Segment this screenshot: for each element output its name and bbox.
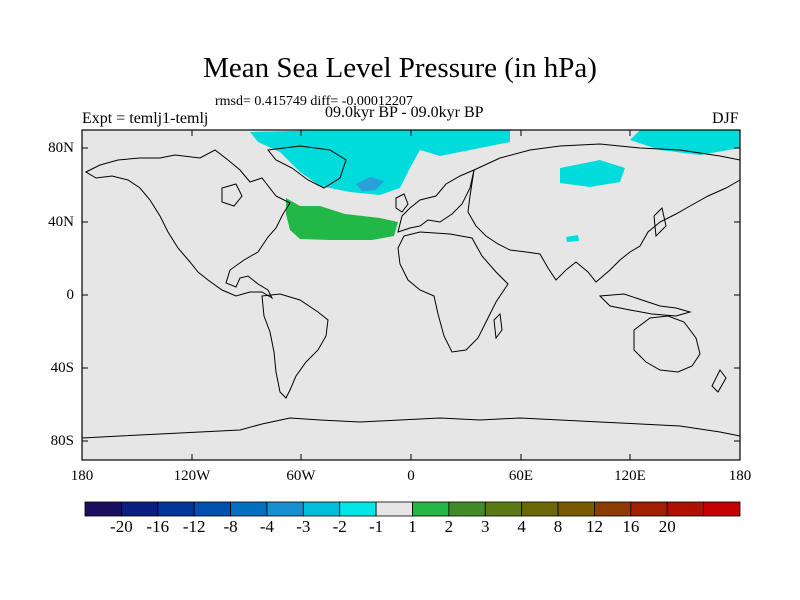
- experiment-label: Expt = temlj1-temlj: [82, 110, 209, 127]
- lon-label-180-east: 180: [728, 468, 752, 484]
- colorbar-label: 3: [481, 517, 490, 536]
- coast-new-zealand: [711, 369, 727, 393]
- coast-hudson-bay: [221, 183, 243, 207]
- colorbar-box: [484, 501, 523, 517]
- lat-label-80n: 80N: [48, 140, 74, 156]
- colorbar-label: 20: [658, 517, 676, 536]
- coast-japan: [653, 207, 667, 238]
- rmsd-diff-stats: rmsd= 0.415749 diff= -0.00012207: [215, 94, 413, 109]
- colorbar-box: [375, 501, 413, 517]
- coast-madagascar: [493, 312, 503, 340]
- season-label: DJF: [712, 110, 739, 127]
- colorbar-label: 16: [622, 517, 640, 536]
- anomaly-regions: [250, 130, 740, 242]
- coast-africa: [397, 231, 509, 353]
- negative-anomaly-small: [566, 235, 579, 242]
- lon-label-120w: 120W: [173, 468, 211, 484]
- colorbar-box: [339, 501, 377, 517]
- coast-greenland: [267, 145, 347, 189]
- colorbar-box: [157, 501, 195, 517]
- colorbar-box: [266, 501, 304, 517]
- coast-asia: [467, 143, 741, 283]
- colorbar-label: -16: [146, 517, 170, 536]
- colorbar-label: -1: [369, 517, 384, 536]
- lat-label-40n: 40N: [48, 214, 74, 230]
- negative-anomaly-core: [356, 177, 384, 191]
- colorbar-label: -12: [182, 517, 206, 536]
- lon-label-60e: 60E: [508, 468, 534, 484]
- coast-maritime-se-asia: [598, 293, 692, 317]
- colorbar-box: [666, 501, 705, 517]
- lon-label-120e: 120E: [614, 468, 646, 484]
- colorbar-box: [448, 501, 486, 517]
- colorbar-box: [120, 501, 159, 517]
- lon-label-180-west: 180: [70, 468, 94, 484]
- colorbar-box: [594, 501, 632, 517]
- colorbar-label: 8: [553, 517, 563, 536]
- coast-australia: [633, 315, 701, 373]
- colorbar-label: -3: [296, 517, 311, 536]
- colorbar-label: -4: [259, 517, 275, 536]
- coast-british-isles: [395, 193, 409, 213]
- colorbar-label: -8: [223, 517, 238, 536]
- lat-label-0: 0: [66, 287, 75, 303]
- coast-north-america: [84, 149, 291, 300]
- colorbar-box: [193, 501, 231, 517]
- colorbar-box: [703, 501, 741, 517]
- coast-south-america: [261, 293, 329, 399]
- negative-anomaly-arctic: [250, 130, 510, 195]
- colorbar-boxes: [84, 501, 741, 517]
- colorbar-label: 1: [408, 517, 417, 536]
- lat-label-40s: 40S: [50, 360, 74, 376]
- colorbar-box: [302, 501, 341, 517]
- colorbar-box: [84, 501, 122, 517]
- colorbar-box: [557, 501, 595, 517]
- coastlines: [81, 143, 741, 439]
- colorbar-label: -2: [332, 517, 347, 536]
- lon-label-0: 0: [407, 468, 415, 484]
- colorbar-label: 2: [444, 517, 454, 536]
- coast-antarctica: [81, 417, 741, 439]
- colorbar-box: [630, 501, 668, 517]
- colorbar-label: -20: [110, 517, 133, 536]
- axis-ticks: [82, 130, 740, 460]
- map-plot-area: [82, 130, 740, 460]
- colorbar-label: 4: [517, 517, 526, 536]
- lon-label-60w: 60W: [286, 468, 316, 484]
- positive-anomaly-atlantic: [286, 198, 398, 240]
- coast-europe: [397, 169, 475, 233]
- colorbar-box: [230, 501, 268, 517]
- colorbar-box: [521, 501, 559, 517]
- map-title: Mean Sea Level Pressure (in hPa): [203, 52, 597, 84]
- lat-label-80s: 80S: [50, 433, 74, 449]
- colorbar-label: 12: [585, 517, 603, 536]
- period-label: 09.0kyr BP - 09.0kyr BP: [325, 104, 484, 121]
- negative-anomaly-siberia: [560, 160, 625, 187]
- colorbar-box: [412, 501, 450, 517]
